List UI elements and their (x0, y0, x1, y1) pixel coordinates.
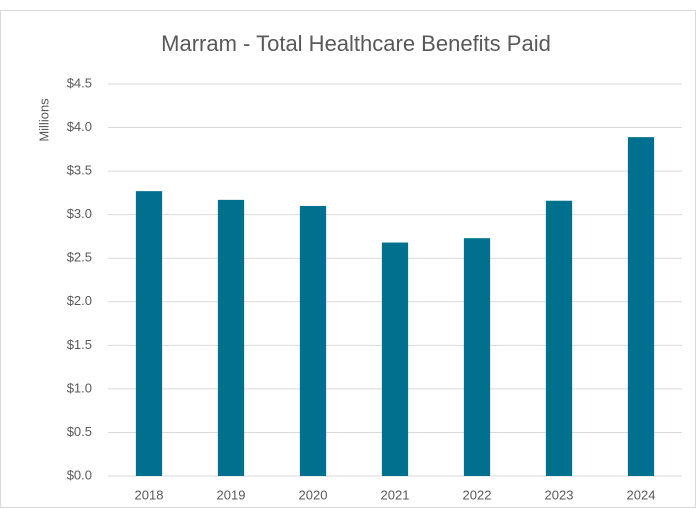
y-tick-label: $1.5 (67, 337, 92, 352)
y-tick-label: $4.5 (67, 75, 92, 90)
chart-title: Marram - Total Healthcare Benefits Paid (161, 31, 551, 56)
y-tick-label: $2.5 (67, 250, 92, 265)
bar (463, 238, 491, 476)
bar (217, 199, 245, 476)
y-tick-label: $4.0 (67, 119, 92, 134)
x-tick-label: 2022 (463, 487, 492, 502)
chart-frame (0, 10, 696, 508)
y-tick-label: $0.0 (67, 467, 92, 482)
x-tick-label: 2019 (217, 487, 246, 502)
bar (545, 200, 573, 476)
y-tick-label: $2.0 (67, 293, 92, 308)
x-tick-label: 2024 (627, 487, 656, 502)
bar (135, 191, 163, 476)
y-axis-label: Millions (36, 98, 51, 142)
x-tick-label: 2018 (135, 487, 164, 502)
x-tick-label: 2020 (299, 487, 328, 502)
bar (627, 137, 655, 477)
bar (299, 205, 327, 476)
bar (381, 242, 409, 476)
y-tick-label: $3.5 (67, 163, 92, 178)
x-tick-label: 2023 (545, 487, 574, 502)
y-tick-label: $1.0 (67, 380, 92, 395)
x-tick-label: 2021 (381, 487, 410, 502)
y-tick-label: $3.0 (67, 206, 92, 221)
y-tick-label: $0.5 (67, 424, 92, 439)
